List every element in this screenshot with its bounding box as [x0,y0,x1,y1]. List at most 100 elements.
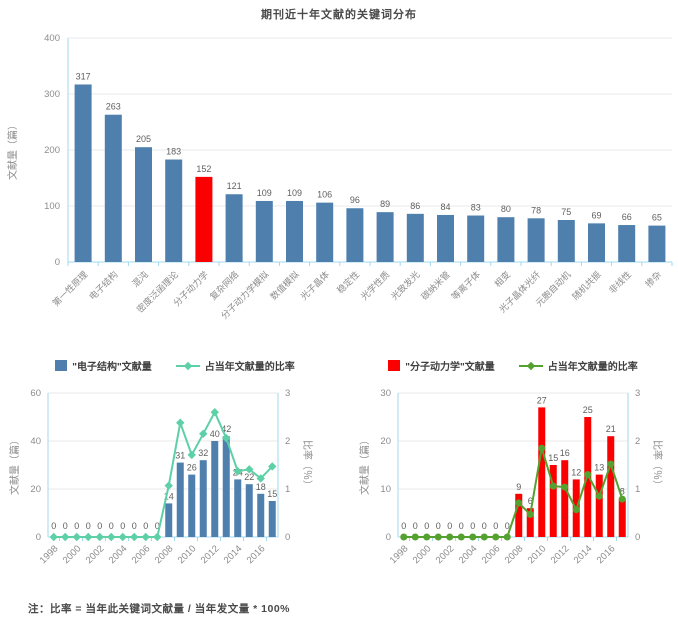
bar-value-label: 65 [652,213,662,223]
x-year-label: 2016 [595,543,618,566]
bar [176,462,184,537]
ratio-marker [515,499,523,507]
ratio-marker [256,474,265,483]
bar [595,474,603,537]
bar-value-label: 80 [501,204,511,214]
legend-label: "分子动力学"文献量 [405,362,495,373]
x-year-label: 2008 [153,543,176,566]
bar-value-label: 26 [187,463,197,473]
x-category-label: 等离子体 [449,269,482,302]
y-right-tick-label: 2 [285,436,290,447]
x-category-label: 非线性 [606,269,633,296]
bar-value-label: 0 [120,521,125,531]
bar-value-label: 9 [516,482,521,492]
y-tick-label: 0 [55,257,60,268]
bar [376,212,394,262]
bar [538,407,546,537]
ratio-marker [245,465,254,474]
ratio-marker [118,532,127,542]
bar [199,460,207,537]
y-right-tick-label: 3 [285,388,290,399]
y-right-tick-label: 2 [635,436,640,447]
ratio-marker [561,483,569,491]
bar-value-label: 0 [493,521,498,531]
y-tick-label: 300 [44,89,60,100]
x-category-label: 掺杂 [643,269,664,290]
bar-value-label: 22 [244,472,254,482]
ratio-marker [153,532,162,542]
y-right-tick-label: 3 [635,388,640,399]
bar-value-label: 16 [560,448,570,458]
keyword-bar-chart: 0 100 200 300 400 317 第一性原理 263 电子结构 205 混沌 183 密度泛函… [0,26,678,360]
bar-value-label: 13 [594,463,604,473]
bar [268,501,276,537]
legend-item-bars[interactable]: "电子结构"文献量 [55,358,152,373]
x-year-label: 2010 [526,543,549,566]
bar-value-label: 84 [440,202,450,212]
legend-diamond [526,361,535,370]
bar-value-label: 0 [401,521,406,531]
ratio-marker [222,433,231,443]
bar-value-label: 21 [606,424,616,434]
ratio-marker [584,471,592,479]
fenzidonglixue-combo-chart: 0 10 20 30 0 1 2 3 1998 2000 2002 2004 2006 2008 2010 2… [333,385,678,623]
dianzijiegou-combo-chart: 0 20 40 60 0 1 2 3 1998 2000 2002 2004 2006 2008 2010 2… [0,385,345,623]
legend-bar-swatch-icon [388,360,401,371]
bar-value-label: 0 [413,521,418,531]
bar-value-label: 40 [210,429,220,439]
legend-line-marker-icon [175,361,200,370]
ratio-marker [141,532,150,542]
legend-bar-swatch-icon [55,360,68,371]
bar [74,84,92,262]
x-category-label: 相变 [492,269,513,290]
legend-label: 占当年文献量的比率 [547,362,638,373]
ratio-marker [95,532,104,542]
ratio-marker [176,418,185,427]
x-category-label: 光学性质 [358,269,391,302]
ratio-marker [423,533,431,541]
bar [225,194,243,262]
bar [561,460,569,537]
bar-value-label: 0 [132,521,137,531]
bar-value-label: 183 [166,147,181,157]
x-category-label: 电子结构 [86,269,119,302]
x-category-label: 随机共振 [570,269,603,302]
bar [286,200,303,262]
footnote: 注：比率 = 当年此关键词文献量 / 当年发文量 * 100% [28,603,290,615]
y-right-tick-label: 1 [285,484,290,495]
legend-item-ratio-line[interactable]: 占当年文献量的比率 [518,358,638,373]
bar [135,147,152,262]
ratio-marker [84,532,93,542]
x-year-label: 1998 [388,543,411,566]
ratio-marker [572,506,580,514]
x-year-label: 2014 [222,543,245,566]
bar [648,225,666,262]
bar [165,159,183,262]
bar-value-label: 25 [583,405,593,415]
bar-value-label: 86 [410,201,420,211]
bar-value-label: 0 [97,521,102,531]
x-year-label: 2002 [84,543,107,566]
bar [618,498,626,537]
ratio-marker [595,492,603,500]
y-left-tick-label: 0 [386,532,391,543]
bar-value-label: 0 [51,521,56,531]
legend-item-bars[interactable]: "分子动力学"文献量 [388,358,495,373]
x-year-label: 1998 [38,543,61,566]
bar [607,436,615,537]
y-tick-label: 400 [44,33,60,44]
bar-value-label: 0 [109,521,114,531]
y-left-axis-title: 文献量（篇） [358,435,371,495]
bar [165,503,173,537]
keyword-bar-svg: 0100200300400317第一性原理263电子结构205混沌183密度泛函… [6,33,673,321]
bar [515,493,523,537]
bar-value-label: 0 [74,521,79,531]
ratio-marker [400,533,408,541]
bar-value-label: 6 [528,496,533,506]
bar [257,493,265,537]
legend-item-ratio-line[interactable]: 占当年文献量的比率 [175,358,295,373]
y-tick-label: 100 [44,201,60,212]
x-category-label: 第一性原理 [50,269,90,309]
bar [467,215,485,262]
bar-value-label: 152 [196,164,211,174]
